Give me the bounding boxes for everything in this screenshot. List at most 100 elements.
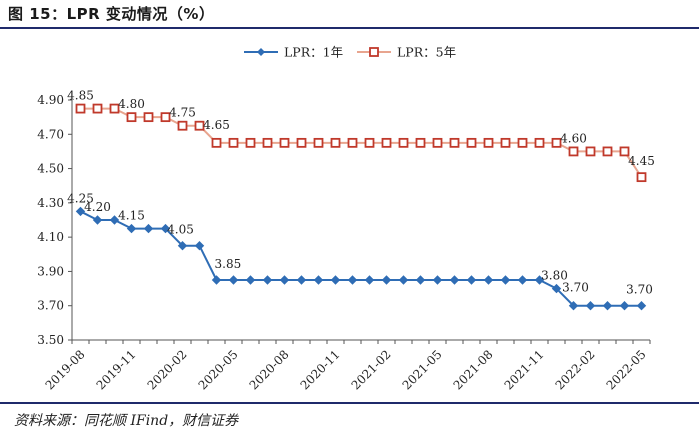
series-0-point [449,275,460,285]
series-0-point [381,275,392,285]
x-tick-label: 2021-11 [502,347,547,392]
series-1-point [177,120,188,131]
data-label: 4.80 [118,97,145,111]
data-label: 4.75 [169,106,196,120]
series-0-point [602,301,613,311]
series-0-point [109,215,120,225]
series-1 [75,103,647,183]
y-tick-label: 4.90 [37,93,64,107]
series-0-point [636,301,647,311]
legend-swatch-marker [257,48,265,56]
series-0-point [160,223,171,234]
series-0-point [347,275,358,285]
legend-item-1: LPR：5年 [357,45,456,60]
data-label: 4.20 [84,200,111,214]
series-1-point [245,137,256,148]
series-0-point [568,301,579,311]
data-label: 4.15 [118,209,145,223]
series-0-point [245,275,256,285]
data-label: 3.85 [215,257,242,271]
series-1-point [432,137,443,148]
x-tick-label: 2020-05 [196,347,241,392]
series-1-point [449,137,460,148]
series-1-point [619,146,630,157]
series-1-point [126,112,137,123]
series-1-point [75,103,86,114]
bottom-rule [0,402,699,404]
data-label: 4.45 [628,154,655,168]
series-0-point [92,215,103,225]
series-1-point [109,103,120,114]
series-0-point [228,275,239,285]
series-line-0 [80,210,642,307]
data-label: 4.05 [167,223,194,237]
series-0-point [432,275,443,285]
y-tick-label: 3.70 [37,299,64,313]
series-0-point [415,275,426,285]
legend-label: LPR：1年 [284,45,343,60]
data-label: 4.25 [67,191,94,205]
source-note: 资料来源：同花顺 IFind，财信证券 [14,413,239,429]
series-1-point [92,103,103,114]
series-1-point [466,137,477,148]
top-rule [0,27,699,29]
data-label: 3.70 [562,281,589,295]
x-tick-label: 2021-02 [349,347,394,392]
series-0 [75,206,647,311]
series-0-point [619,301,630,311]
series-1-point [551,137,562,148]
series-1-point [160,112,171,123]
series-1-point [330,137,341,148]
series-1-point [483,137,494,148]
x-tick-label: 2020-02 [145,347,190,392]
data-label: 3.80 [541,269,568,283]
series-1-point [279,137,290,148]
legend-item-0: LPR：1年 [244,45,343,60]
series-0-point [177,241,188,251]
x-tick-label: 2021-08 [451,347,496,392]
x-tick-label: 2021-05 [400,347,445,392]
series-0-point [364,275,375,285]
y-tick-label: 3.90 [37,264,64,278]
data-labels: 4.85 4.80 4.75 4.65 4.60 4.45 4.254.20 4.15 4.05… [67,89,655,297]
y-tick-label: 3.50 [37,333,64,347]
x-tick-label: 2020-08 [247,347,292,392]
series-0-point [194,241,205,251]
series-0-point [126,223,137,234]
series-layer [75,103,647,311]
series-0-point [466,275,477,285]
series-line-1 [80,107,643,178]
legend-swatch-marker [369,47,379,57]
y-axis: 3.50 3.70 3.90 4.10 4.30 4.50 4.70 4.90 [37,93,73,347]
series-0-point [313,275,324,285]
series-0-point [330,275,341,285]
x-tick-label: 2020-11 [298,347,343,392]
lpr-line-chart: 3.50 3.70 3.90 4.10 4.30 4.50 4.70 4.90 2019-08… [37,45,655,393]
series-0-point [534,275,545,285]
series-1-point [602,146,613,157]
y-tick-label: 4.70 [37,127,64,141]
x-tick-label: 2022-05 [604,347,649,392]
page-title: 图 15：LPR 变动情况（%） [8,5,215,23]
legend: LPR：1年 LPR：5年 [244,45,456,60]
series-0-point [483,275,494,285]
series-1-point [568,146,579,157]
series-1-point [415,137,426,148]
y-tick-label: 4.50 [37,162,64,176]
series-0-point [75,206,86,217]
series-1-point [313,137,324,148]
data-label: 4.60 [560,131,587,145]
x-axis: 2019-08 2019-11 2020-02 2020-05 2020-08 2020-… [43,339,651,392]
series-1-point [636,172,647,183]
series-0-point [551,283,562,294]
series-0-point [398,275,409,285]
series-1-point [143,112,154,123]
x-tick-label: 2022-02 [553,347,598,392]
legend-label: LPR：5年 [397,45,456,60]
series-1-point [347,137,358,148]
series-1-point [585,146,596,157]
series-1-point [211,137,222,148]
x-tick-label: 2019-11 [94,347,139,392]
data-label: 4.85 [67,89,94,103]
series-0-point [585,301,596,311]
